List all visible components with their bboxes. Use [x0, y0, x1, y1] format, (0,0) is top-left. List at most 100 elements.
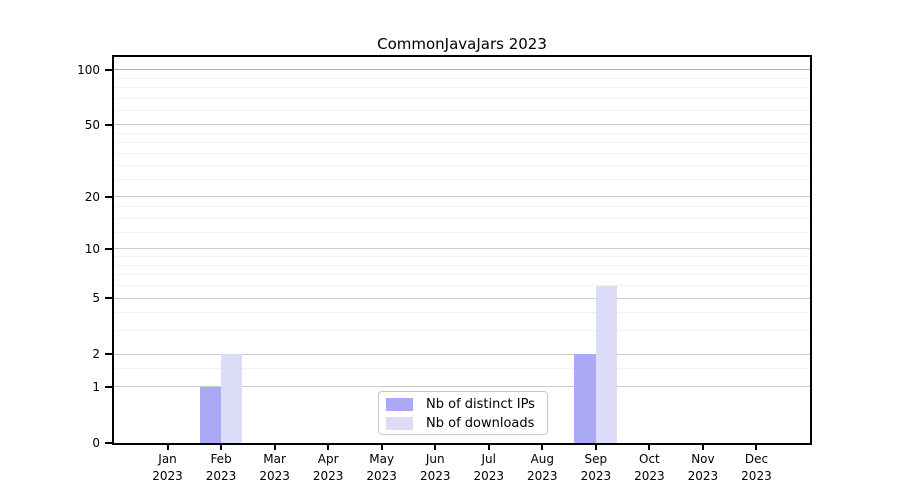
x-tick-month-dec: Dec [744, 452, 769, 466]
x-tick-year-jan: 2023 [152, 469, 183, 483]
y-tick-label-2: 2 [92, 347, 100, 362]
x-tick-mark-dec [755, 445, 758, 450]
y-grid-minor-25 [114, 178, 810, 180]
x-tick-year-feb: 2023 [205, 469, 237, 483]
y-grid-minor-40 [114, 142, 810, 144]
chart-title: CommonJavaJars 2023 [377, 35, 547, 53]
x-tick-year-aug: 2023 [527, 469, 558, 483]
y-grid-minor-90 [114, 77, 810, 79]
legend-label-nb-of-downloads: Nb of downloads [426, 416, 535, 431]
y-tick-mark-50 [105, 123, 113, 126]
x-tick-mark-aug [541, 445, 544, 450]
legend-swatch-nb-of-distinct-ips [386, 398, 413, 411]
x-tick-label-jan: Jan 2023 [136, 451, 200, 485]
y-grid-minor-15 [114, 218, 810, 220]
x-tick-month-apr: Apr [317, 452, 339, 466]
x-tick-label-apr: Apr 2023 [296, 451, 360, 485]
y-grid-minor-1-5 [114, 368, 810, 370]
x-tick-mark-feb [220, 445, 223, 450]
x-tick-month-feb: Feb [210, 452, 232, 466]
x-tick-year-apr: 2023 [312, 469, 344, 483]
y-grid-major-100 [114, 69, 810, 71]
x-tick-month-jan: Jan [158, 452, 177, 466]
x-tick-label-jun: Jun 2023 [403, 451, 467, 485]
x-tick-mark-jan [166, 445, 169, 450]
y-tick-label-5: 5 [92, 291, 100, 306]
y-grid-minor-17-5 [114, 206, 810, 208]
legend: Nb of distinct IPs Nb of downloads [378, 391, 548, 435]
y-grid-minor-6 [114, 285, 810, 287]
y-grid-major-50 [114, 124, 810, 126]
y-grid-major-20 [114, 196, 810, 198]
y-grid-major-5 [114, 297, 810, 299]
x-tick-year-jul: 2023 [473, 469, 505, 483]
x-tick-year-may: 2023 [366, 469, 397, 483]
x-tick-mark-nov [701, 445, 704, 450]
y-grid-major-2 [114, 353, 810, 355]
x-tick-month-aug: Aug [530, 452, 555, 466]
y-tick-mark-0 [105, 442, 113, 444]
y-grid-minor-45 [114, 132, 810, 134]
legend-item-nb-of-downloads: Nb of downloads [386, 414, 547, 433]
y-grid-minor-80 [114, 86, 810, 88]
y-tick-mark-1 [105, 385, 113, 388]
y-tick-label-50: 50 [84, 117, 100, 132]
y-grid-minor-3 [114, 330, 810, 332]
x-tick-month-jul: Jul [481, 452, 496, 466]
x-tick-year-sep: 2023 [580, 469, 612, 483]
y-tick-mark-10 [105, 247, 113, 250]
y-tick-label-1: 1 [92, 379, 100, 394]
x-tick-year-oct: 2023 [634, 469, 665, 483]
y-grid-minor-4 [114, 312, 810, 314]
x-tick-label-sep: Sep 2023 [564, 451, 628, 485]
x-tick-mark-mar [273, 445, 276, 450]
y-tick-label-20: 20 [84, 189, 100, 204]
x-tick-month-may: May [369, 452, 395, 466]
x-tick-label-aug: Aug 2023 [510, 451, 574, 485]
bar-nb-of-distinct-ips-sep [574, 354, 596, 443]
x-tick-mark-sep [594, 445, 597, 450]
x-tick-month-oct: Oct [639, 452, 660, 466]
y-tick-mark-20 [105, 195, 113, 198]
x-tick-label-dec: Dec 2023 [724, 451, 788, 485]
x-tick-label-jul: Jul 2023 [457, 451, 521, 485]
y-tick-label-100: 100 [77, 62, 100, 77]
y-grid-minor-8 [114, 264, 810, 266]
y-grid-minor-60 [114, 109, 810, 111]
y-grid-minor-70 [114, 97, 810, 99]
x-tick-year-mar: 2023 [259, 469, 290, 483]
legend-swatch-nb-of-downloads [386, 417, 413, 430]
y-tick-mark-5 [105, 297, 113, 300]
x-tick-month-nov: Nov [691, 452, 715, 466]
x-tick-year-jun: 2023 [419, 469, 451, 483]
y-grid-minor-35 [114, 152, 810, 154]
x-tick-label-mar: Mar 2023 [243, 451, 307, 485]
y-tick-label-10: 10 [84, 241, 100, 256]
y-tick-mark-2 [105, 353, 113, 356]
x-tick-month-sep: Sep [584, 452, 608, 466]
x-tick-year-dec: 2023 [741, 469, 772, 483]
y-grid-minor-9 [114, 256, 810, 258]
y-grid-minor-30 [114, 164, 810, 166]
x-tick-mark-oct [648, 445, 651, 450]
plot-area: Nb of distinct IPs Nb of downloads [112, 55, 812, 445]
y-grid-minor-12-5 [114, 231, 810, 233]
x-tick-label-feb: Feb 2023 [189, 451, 253, 485]
bar-nb-of-downloads-sep [595, 285, 618, 443]
x-tick-label-nov: Nov 2023 [671, 451, 735, 485]
y-tick-label-0: 0 [92, 436, 100, 450]
x-tick-mark-jul [487, 445, 490, 450]
x-tick-mark-apr [327, 445, 330, 450]
legend-item-nb-of-distinct-ips: Nb of distinct IPs [386, 395, 547, 414]
bar-nb-of-distinct-ips-feb [199, 386, 222, 443]
legend-label-nb-of-distinct-ips: Nb of distinct IPs [426, 397, 535, 412]
x-tick-label-oct: Oct 2023 [617, 451, 681, 485]
x-tick-month-mar: Mar [263, 452, 286, 466]
y-grid-major-1 [114, 386, 810, 388]
x-tick-label-may: May 2023 [350, 451, 414, 485]
y-tick-mark-100 [105, 68, 113, 71]
x-tick-mark-may [380, 445, 383, 450]
y-grid-major-10 [114, 248, 810, 250]
y-grid-minor-7 [114, 274, 810, 276]
